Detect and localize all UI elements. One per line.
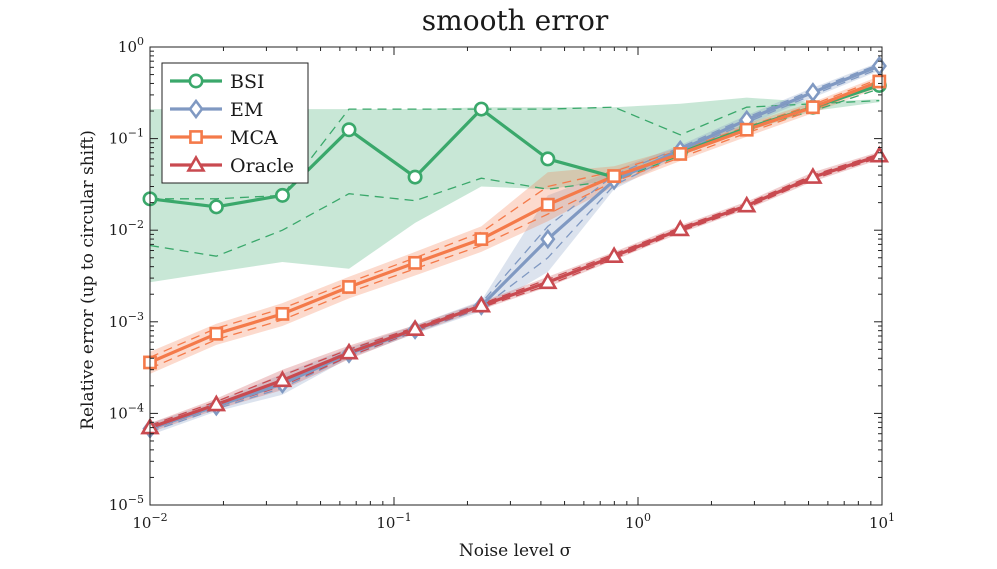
- x-axis-label: Noise level σ: [459, 541, 572, 561]
- mca-point: [739, 122, 754, 137]
- em-point: [540, 228, 556, 250]
- oracle-point: [736, 195, 757, 213]
- legend-box: [161, 62, 309, 184]
- mca-point: [408, 255, 422, 270]
- mca-point: [540, 197, 555, 212]
- legend-oracle-label: Oracle: [230, 155, 294, 177]
- y-tick-label: 10−5: [109, 493, 144, 514]
- y-tick-exp: −5: [128, 493, 144, 506]
- x-tick-exp: 0: [644, 511, 651, 524]
- legend-bsi-marker: [188, 73, 204, 89]
- x-tick-label: 10−2: [132, 511, 167, 532]
- axis-ticks: [149, 46, 883, 506]
- legend-mca-marker: [189, 130, 203, 144]
- mca-line: [149, 80, 880, 364]
- mca-point: [673, 147, 688, 161]
- legend: BSI EM MCA Oracle: [161, 62, 309, 184]
- plot-frame: [149, 46, 883, 506]
- oracle-point: [405, 319, 425, 337]
- oracle-point: [206, 394, 227, 412]
- bsi-point: [208, 199, 224, 215]
- oracle-dash-upper: [149, 153, 880, 427]
- mca-point: [872, 74, 887, 89]
- y-tick-base: 10: [109, 496, 128, 514]
- x-tick-label: 100: [625, 511, 651, 532]
- y-tick-base: 10: [109, 404, 128, 422]
- x-tick-exp: −1: [395, 511, 411, 524]
- legend-bsi-label: BSI: [230, 71, 264, 93]
- oracle-point: [471, 295, 492, 313]
- x-tick-label: 101: [869, 511, 895, 532]
- bsi-point: [274, 187, 290, 203]
- em-dash-lower: [149, 68, 880, 433]
- oracle-point: [272, 370, 293, 388]
- mca-point: [275, 306, 290, 321]
- x-tick-exp: 1: [888, 511, 895, 524]
- x-tick-base: 10: [132, 514, 151, 532]
- bsi-point: [407, 169, 423, 185]
- mca-point: [806, 100, 820, 115]
- y-tick-base: 10: [118, 38, 137, 56]
- oracle-line: [149, 154, 880, 430]
- y-tick-label: 100: [118, 35, 144, 56]
- oracle-point: [538, 272, 558, 290]
- x-tick-base: 10: [869, 514, 888, 532]
- y-tick-label: 10−1: [109, 127, 144, 148]
- series-lines: [149, 64, 880, 431]
- oracle-point: [803, 166, 823, 184]
- series-markers: [140, 55, 890, 439]
- em-line: [149, 64, 880, 431]
- chart-title: smooth error: [422, 4, 609, 37]
- mca-dash-lower: [149, 83, 880, 369]
- legend-em-marker: [188, 98, 204, 120]
- y-tick-base: 10: [109, 221, 128, 239]
- x-tick-exp: −2: [151, 511, 167, 524]
- oracle-dash-lower: [149, 156, 880, 431]
- oracle-point: [339, 342, 359, 360]
- y-axis-label: Relative error (up to circular shift): [78, 130, 98, 430]
- mca-point: [474, 232, 489, 246]
- y-tick-exp: −1: [128, 127, 144, 140]
- legend-oracle-marker: [186, 154, 206, 172]
- oracle-point: [670, 219, 691, 237]
- y-tick-exp: 0: [137, 35, 144, 48]
- y-tick-exp: −2: [128, 218, 144, 231]
- mca-point: [607, 169, 621, 183]
- em-point: [805, 82, 821, 103]
- mca-dash-upper: [149, 78, 880, 358]
- x-tick-base: 10: [376, 514, 395, 532]
- x-tick-base: 10: [625, 514, 644, 532]
- y-tick-label: 10−4: [109, 401, 144, 422]
- legend-mca-label: MCA: [230, 127, 278, 149]
- y-tick-exp: −3: [128, 310, 144, 323]
- em-band: [150, 62, 880, 436]
- legend-em-label: EM: [230, 99, 263, 121]
- oracle-point: [869, 145, 890, 163]
- y-tick-label: 10−3: [109, 310, 144, 331]
- y-tick-exp: −4: [128, 401, 144, 414]
- y-tick-base: 10: [109, 313, 128, 331]
- x-tick-label: 10−1: [376, 511, 411, 532]
- y-tick-label: 10−2: [109, 218, 144, 239]
- bsi-point: [341, 122, 357, 138]
- y-tick-base: 10: [109, 130, 128, 148]
- mca-point: [342, 280, 356, 294]
- bsi-point: [473, 101, 489, 117]
- bsi-point: [540, 151, 556, 167]
- oracle-point: [604, 246, 624, 264]
- mca-point: [209, 326, 224, 341]
